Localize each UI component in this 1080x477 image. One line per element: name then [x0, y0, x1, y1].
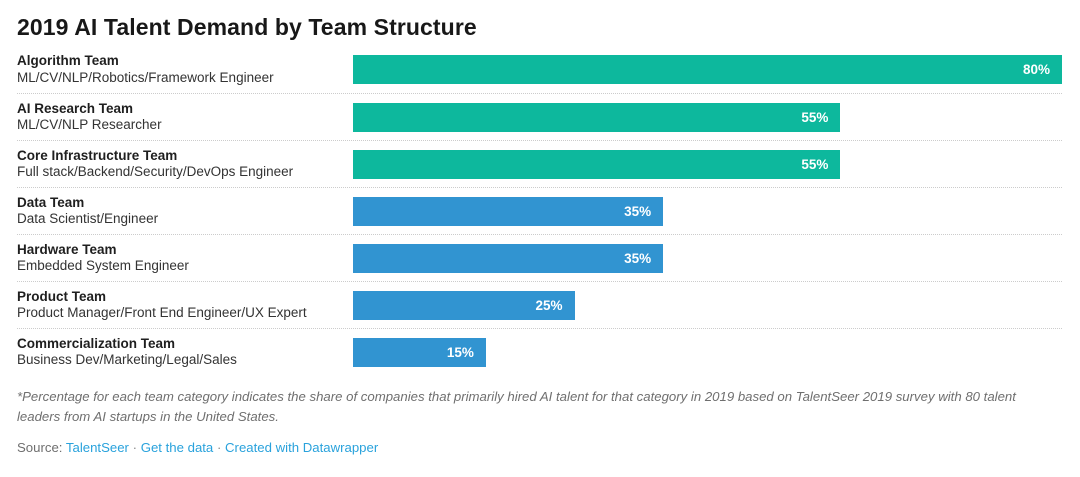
source-line: Source: TalentSeer · Get the data · Crea… [17, 439, 1062, 457]
bar-value-label: 25% [535, 297, 563, 313]
bar[interactable]: 25% [353, 290, 575, 320]
chart-row: Commercialization Team Business Dev/Mark… [17, 328, 1062, 375]
get-the-data-link[interactable]: Get the data [140, 439, 214, 455]
row-label: Core Infrastructure Team Full stack/Back… [17, 148, 353, 181]
bar[interactable]: 35% [353, 243, 664, 273]
source-prefix-label: Source: [17, 439, 63, 455]
chart-row: AI Research Team ML/CV/NLP Researcher 55… [17, 93, 1062, 140]
team-name-label: Data Team [17, 194, 85, 210]
team-roles-label: Product Manager/Front End Engineer/UX Ex… [17, 305, 307, 321]
team-name-label: AI Research Team [17, 100, 134, 116]
bar-value-label: 15% [446, 344, 474, 360]
bar[interactable]: 55% [353, 149, 841, 179]
bar-track: 80% [353, 55, 1062, 85]
row-label: Hardware Team Embedded System Engineer [17, 242, 353, 275]
bar-value-label: 35% [624, 203, 652, 219]
team-roles-label: ML/CV/NLP Researcher [17, 117, 162, 133]
team-name-label: Algorithm Team [17, 53, 119, 69]
bar-value-label: 80% [1022, 62, 1050, 78]
bar[interactable]: 80% [353, 55, 1062, 85]
chart-row: Algorithm Team ML/CV/NLP/Robotics/Framew… [17, 46, 1062, 93]
dot-separator: · [216, 439, 222, 455]
datawrapper-credit-link[interactable]: Created with Datawrapper [225, 439, 379, 455]
chart-row: Hardware Team Embedded System Engineer 3… [17, 234, 1062, 281]
bar[interactable]: 35% [353, 196, 664, 226]
source-link-talentseer[interactable]: TalentSeer [65, 439, 129, 455]
team-roles-label: ML/CV/NLP/Robotics/Framework Engineer [17, 69, 274, 85]
row-label: Data Team Data Scientist/Engineer [17, 195, 353, 228]
row-label: AI Research Team ML/CV/NLP Researcher [17, 101, 353, 134]
chart-title: 2019 AI Talent Demand by Team Structure [17, 14, 477, 40]
team-name-label: Hardware Team [17, 241, 117, 257]
bar-track: 35% [353, 243, 1062, 273]
bar-track: 55% [353, 102, 1062, 132]
team-name-label: Product Team [17, 288, 107, 304]
footnote: *Percentage for each team category indic… [17, 389, 1016, 424]
team-roles-label: Business Dev/Marketing/Legal/Sales [17, 352, 237, 368]
bar-chart: Algorithm Team ML/CV/NLP/Robotics/Framew… [17, 46, 1062, 375]
team-name-label: Core Infrastructure Team [17, 147, 178, 163]
chart-row: Product Team Product Manager/Front End E… [17, 281, 1062, 328]
bar-value-label: 55% [801, 156, 829, 172]
chart-row: Core Infrastructure Team Full stack/Back… [17, 140, 1062, 187]
bar-track: 35% [353, 196, 1062, 226]
bar[interactable]: 55% [353, 102, 841, 132]
team-name-label: Commercialization Team [17, 335, 176, 351]
bar-track: 25% [353, 290, 1062, 320]
row-label: Algorithm Team ML/CV/NLP/Robotics/Framew… [17, 53, 353, 86]
bar-track: 55% [353, 149, 1062, 179]
row-label: Commercialization Team Business Dev/Mark… [17, 336, 353, 369]
bar[interactable]: 15% [353, 337, 486, 367]
team-roles-label: Embedded System Engineer [17, 258, 189, 274]
bar-track: 15% [353, 337, 1062, 367]
chart-row: Data Team Data Scientist/Engineer 35% [17, 187, 1062, 234]
dot-separator: · [132, 439, 138, 455]
team-roles-label: Data Scientist/Engineer [17, 211, 159, 227]
row-label: Product Team Product Manager/Front End E… [17, 289, 353, 322]
bar-value-label: 35% [624, 250, 652, 266]
bar-value-label: 55% [801, 109, 829, 125]
team-roles-label: Full stack/Backend/Security/DevOps Engin… [17, 164, 294, 180]
